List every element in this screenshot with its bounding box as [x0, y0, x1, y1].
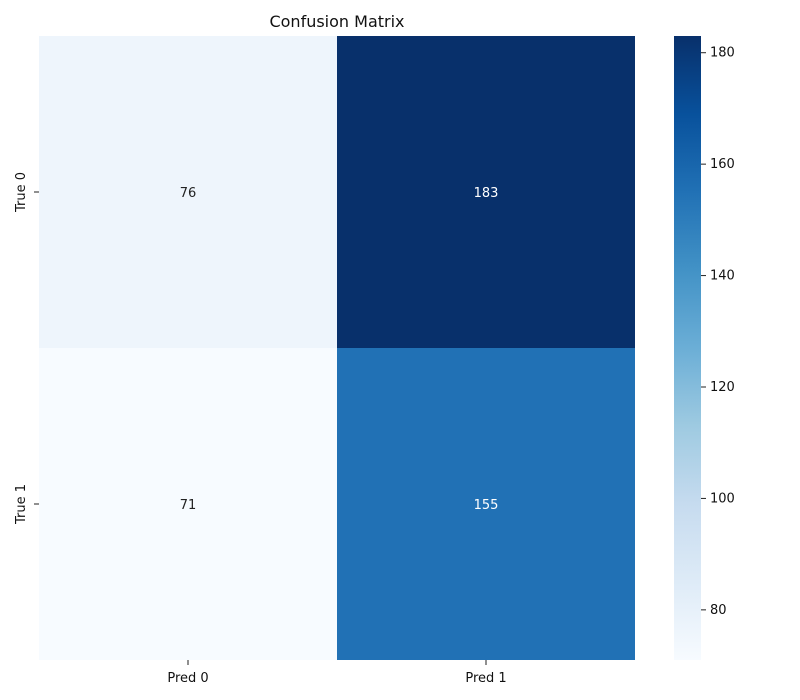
colorbar-scale	[674, 36, 701, 660]
x-tick-label: Pred 1	[465, 671, 506, 686]
colorbar-tick-label: 80	[710, 603, 727, 618]
y-tick-label: True 0	[14, 172, 29, 213]
x-tick-label: Pred 0	[167, 671, 208, 686]
heatmap-cells: 76 183 71 155	[39, 36, 635, 660]
cell-value-label: 71	[180, 498, 197, 513]
colorbar-tick-label: 160	[710, 157, 735, 172]
cell-value-label: 155	[474, 498, 499, 513]
heatmap-cell	[337, 348, 635, 660]
colorbar-tick-label: 180	[710, 46, 735, 61]
x-axis: Pred 0 Pred 1	[167, 660, 507, 686]
heatmap-cell	[39, 36, 337, 348]
colorbar-ticks: 80 100 120 140 160 180	[701, 46, 735, 618]
colorbar-tick-label: 120	[710, 380, 735, 395]
y-tick-label: True 1	[14, 484, 29, 525]
heatmap-cell	[39, 348, 337, 660]
chart-title: Confusion Matrix	[269, 12, 404, 31]
colorbar: 80 100 120 140 160 180	[674, 36, 735, 660]
colorbar-tick-label: 100	[710, 491, 735, 506]
heatmap-cell	[337, 36, 635, 348]
cell-value-label: 76	[180, 186, 197, 201]
cell-value-label: 183	[474, 186, 499, 201]
y-axis: True 0 True 1	[14, 172, 39, 525]
colorbar-tick-label: 140	[710, 269, 735, 284]
